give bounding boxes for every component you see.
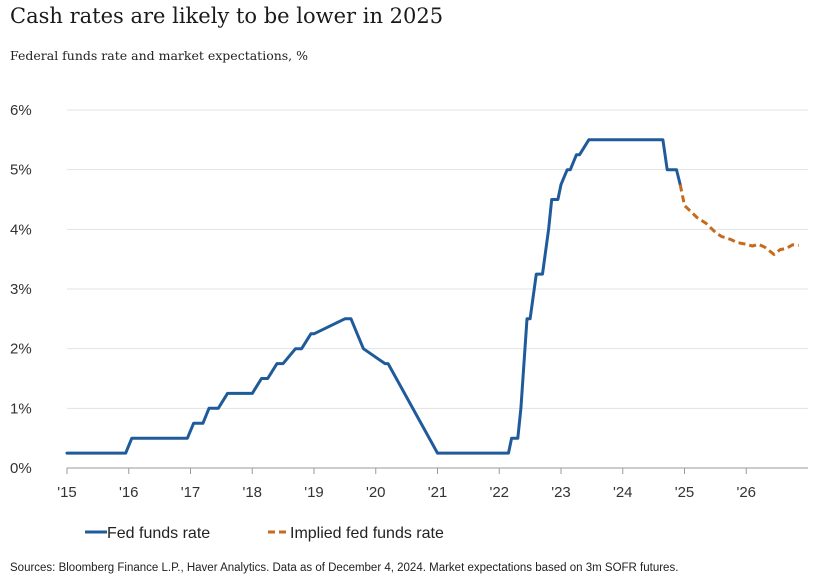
chart-subtitle: Federal funds rate and market expectatio…	[10, 48, 309, 63]
legend: Fed funds rate Implied fed funds rate	[85, 525, 444, 542]
source-note: Sources: Bloomberg Finance L.P., Haver A…	[10, 562, 679, 574]
chart-area: 0%1%2%3%4%5%6% '15'16'17'18'19'20'21'22 '…	[10, 102, 808, 542]
series-lines	[65, 138, 799, 455]
x-tick-label: '20	[366, 484, 386, 501]
fed-funds-rate-line	[65, 138, 682, 455]
legend-label: Implied fed funds rate	[290, 525, 444, 542]
legend-label: Fed funds rate	[107, 525, 210, 542]
chart-title: Cash rates are likely to be lower in 202…	[10, 4, 444, 28]
x-tick-label: '21	[428, 484, 448, 501]
x-axis: '15 '16 '17 '18 '19 '20 '21 '22 '23 '24 '25 '26	[57, 468, 756, 501]
y-tick-label: 1%	[10, 400, 32, 417]
x-tick-label: '19	[304, 484, 324, 501]
x-tick-label: '17	[181, 484, 201, 501]
y-tick-label: 4%	[10, 221, 32, 238]
x-tick-label: '22	[489, 484, 509, 501]
y-tick-label: 5%	[10, 162, 32, 179]
x-tick-label: '23	[551, 484, 571, 501]
y-tick-label: 3%	[10, 281, 32, 298]
x-tick-label: '15	[57, 484, 77, 501]
y-tick-label: 6%	[10, 102, 32, 119]
y-tick-label: 0%	[10, 460, 32, 477]
grid-lines	[67, 109, 808, 469]
x-tick-label: '26	[736, 484, 756, 501]
legend-fed-funds-rate: Fed funds rate	[85, 525, 210, 542]
y-tick-label: 2%	[10, 341, 32, 358]
x-tick-label: '18	[242, 484, 262, 501]
x-tick-label: '16	[119, 484, 139, 501]
legend-implied-fed-funds-rate: Implied fed funds rate	[268, 525, 444, 542]
x-tick-label: '24	[613, 484, 633, 501]
implied-fed-funds-rate-line	[678, 184, 799, 256]
y-tick-labels: 0% 1% 2% 3% 4% 5% 6%	[10, 102, 32, 477]
x-tick-label: '25	[675, 484, 695, 501]
